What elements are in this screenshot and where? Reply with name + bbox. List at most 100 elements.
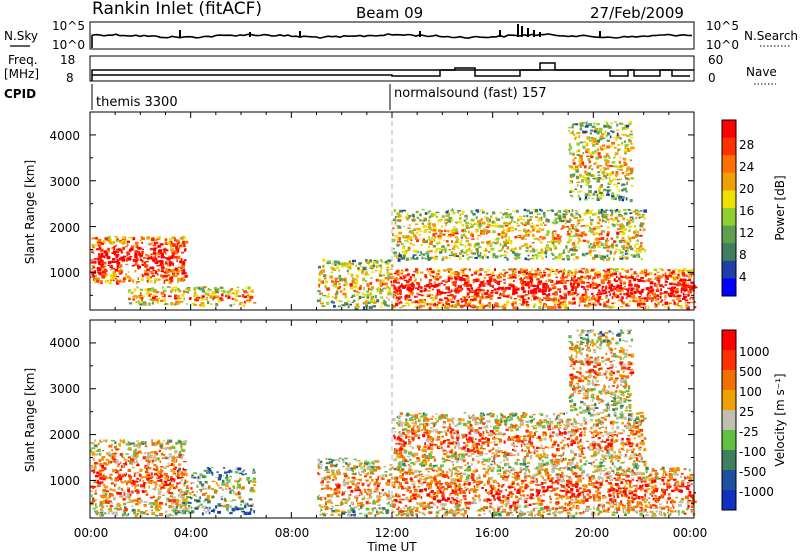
heatmap-cell	[601, 292, 605, 295]
heatmap-cell	[133, 294, 138, 297]
heatmap-cell	[160, 266, 165, 270]
heatmap-cell	[189, 297, 192, 300]
heatmap-cell	[603, 246, 607, 249]
heatmap-cell	[614, 287, 617, 291]
heatmap-cell	[410, 287, 414, 291]
heatmap-cell	[552, 221, 556, 224]
heatmap-cell	[165, 500, 169, 502]
heatmap-cell	[504, 232, 508, 235]
heatmap-cell	[567, 221, 571, 223]
heatmap-cell	[243, 511, 248, 516]
heatmap-cell	[225, 474, 228, 478]
heatmap-cell	[156, 457, 160, 460]
heatmap-cell	[630, 146, 635, 150]
heatmap-cell	[365, 280, 368, 283]
heatmap-cell	[460, 234, 463, 237]
heatmap-cell	[631, 143, 633, 145]
heatmap-cell	[523, 224, 527, 227]
heatmap-cell	[588, 298, 591, 302]
heatmap-cell	[133, 451, 136, 456]
heatmap-cell	[588, 123, 593, 127]
heatmap-cell	[146, 462, 150, 466]
heatmap-cell	[393, 294, 397, 297]
heatmap-cell	[134, 481, 139, 483]
heatmap-cell	[169, 495, 174, 498]
heatmap-cell	[367, 302, 371, 304]
heatmap-cell	[181, 264, 185, 268]
heatmap-cell	[564, 306, 568, 309]
heatmap-cell	[578, 301, 581, 304]
heatmap-cell	[417, 229, 420, 232]
heatmap-cell	[517, 235, 521, 238]
heatmap-cell	[111, 252, 116, 254]
heatmap-cell	[170, 479, 173, 482]
heatmap-cell	[195, 495, 198, 497]
heatmap-cell	[420, 244, 423, 247]
heatmap-cell	[617, 148, 621, 151]
heatmap-cell	[503, 281, 506, 284]
heatmap-cell	[127, 460, 130, 462]
heatmap-cell	[443, 249, 447, 251]
heatmap-cell	[252, 477, 256, 480]
heatmap-cell	[181, 235, 185, 239]
heatmap-cell	[560, 254, 563, 258]
heatmap-cell	[170, 269, 174, 272]
heatmap-cell	[616, 231, 620, 235]
heatmap-cell	[636, 248, 639, 251]
heatmap-cell	[150, 502, 153, 504]
heatmap-cell	[384, 282, 388, 286]
heatmap-cell	[572, 287, 574, 290]
heatmap-cell	[408, 216, 411, 218]
heatmap-cell	[431, 288, 435, 291]
heatmap-cell	[366, 296, 370, 299]
heatmap-cell	[184, 274, 188, 278]
heatmap-cell	[485, 247, 487, 250]
heatmap-cell	[587, 174, 591, 177]
heatmap-cell	[591, 285, 594, 287]
heatmap-cell	[358, 295, 362, 300]
heatmap-cell	[628, 279, 632, 284]
heatmap-cell	[545, 253, 547, 255]
heatmap-cell	[387, 272, 390, 276]
heatmap-cell	[235, 294, 237, 298]
heatmap-cell	[140, 452, 143, 454]
heatmap-cell	[177, 476, 180, 480]
heatmap-cell	[117, 463, 120, 465]
heatmap-cell	[165, 465, 170, 468]
nave-tick-bottom: 0	[708, 71, 716, 85]
heatmap-cell	[626, 168, 630, 171]
heatmap-cell	[583, 147, 586, 150]
heatmap-cell	[166, 483, 170, 486]
heatmap-cell	[611, 302, 614, 305]
heatmap-cell	[430, 213, 434, 217]
heatmap-cell	[518, 298, 522, 301]
heatmap-cell	[564, 295, 568, 299]
heatmap-cell	[680, 283, 684, 287]
heatmap-cell	[414, 305, 418, 308]
heatmap-cell	[132, 499, 137, 502]
heatmap-cell	[627, 276, 631, 279]
heatmap-cell	[673, 300, 676, 302]
heatmap-cell	[587, 172, 592, 176]
heatmap-cell	[574, 136, 578, 140]
heatmap-cell	[506, 257, 509, 261]
heatmap-cell	[146, 477, 150, 480]
heatmap-cell	[599, 245, 601, 248]
heatmap-cell	[421, 304, 426, 308]
heatmap-cell	[414, 300, 418, 303]
heatmap-cell	[365, 271, 368, 274]
heatmap-cell	[482, 255, 484, 260]
heatmap-cell	[175, 512, 178, 516]
heatmap-cell	[109, 476, 112, 479]
heatmap-cell	[108, 444, 113, 448]
heatmap-cell	[386, 274, 391, 277]
heatmap-cell	[404, 284, 407, 288]
heatmap-cell	[514, 286, 518, 289]
heatmap-cell	[587, 270, 590, 273]
heatmap-cell	[93, 468, 96, 471]
heatmap-cell	[588, 190, 592, 194]
heatmap-cell	[629, 292, 633, 294]
heatmap-cell	[370, 277, 373, 279]
heatmap-cell	[100, 457, 104, 461]
heatmap-cell	[105, 252, 109, 255]
